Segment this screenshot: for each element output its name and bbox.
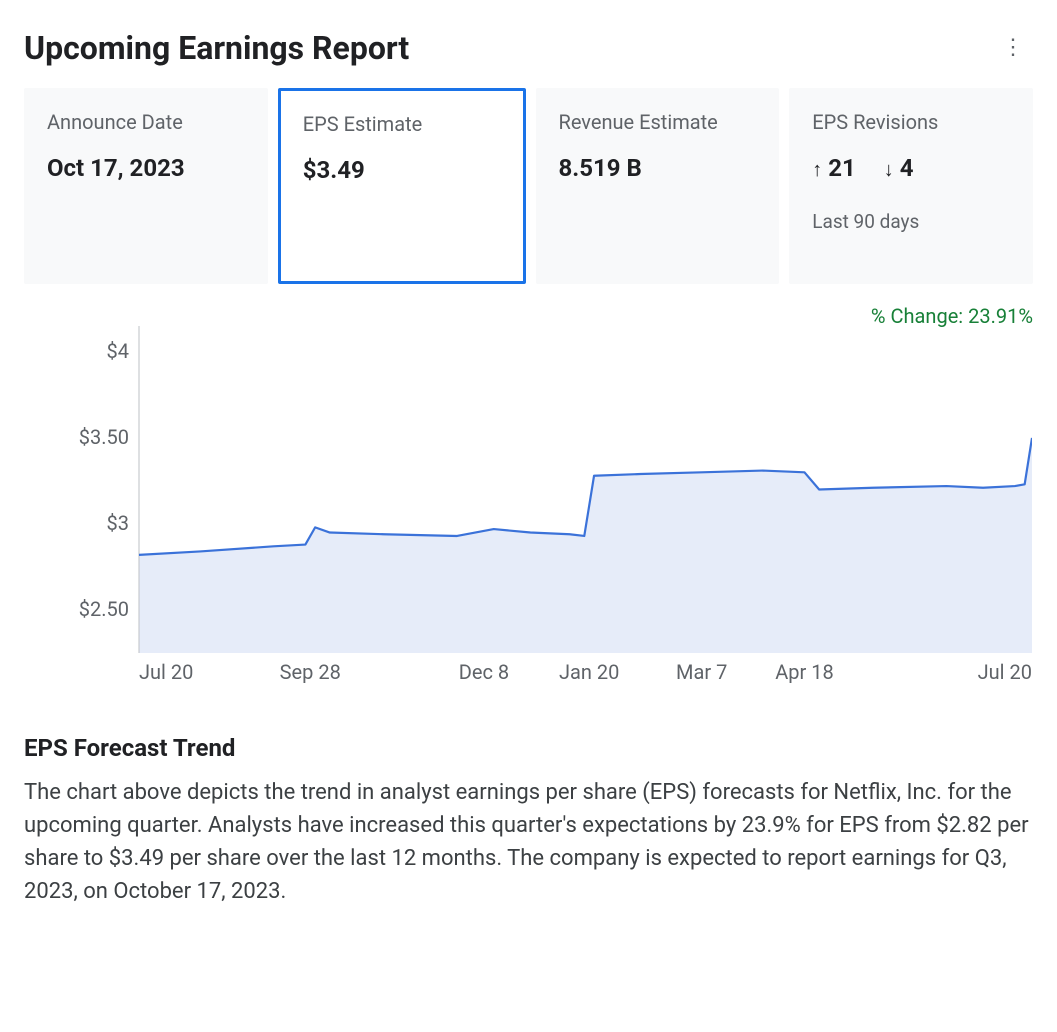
summary-cards: Announce Date Oct 17, 2023 EPS Estimate … [24, 88, 1033, 284]
svg-text:$2.50: $2.50 [79, 597, 129, 621]
more-vert-icon: ⋮ [1002, 37, 1024, 59]
pct-change-label: % Change: 23.91% [871, 304, 1033, 328]
svg-text:Sep 28: Sep 28 [280, 660, 341, 684]
card-value: 8.519 B [559, 154, 757, 182]
revisions-up: ↑ 21 [812, 154, 856, 182]
revisions-values: ↑ 21 ↓ 4 [812, 154, 1010, 182]
pct-change-prefix: % Change: [871, 304, 968, 328]
card-value: $3.49 [303, 156, 501, 184]
svg-text:Dec 8: Dec 8 [459, 660, 509, 684]
card-label: EPS Estimate [303, 111, 501, 138]
revisions-down-count: 4 [900, 154, 914, 182]
card-announce-date[interactable]: Announce Date Oct 17, 2023 [24, 88, 268, 284]
revisions-up-count: 21 [828, 154, 856, 182]
svg-text:$3.50: $3.50 [79, 425, 129, 449]
card-eps-estimate[interactable]: EPS Estimate $3.49 [278, 88, 526, 284]
svg-text:Jan 20: Jan 20 [559, 660, 619, 684]
card-eps-revisions[interactable]: EPS Revisions ↑ 21 ↓ 4 Last 90 days [789, 88, 1033, 284]
card-value: Oct 17, 2023 [47, 154, 245, 182]
svg-text:$4: $4 [107, 339, 129, 363]
svg-text:$3: $3 [107, 511, 129, 535]
card-revenue-estimate[interactable]: Revenue Estimate 8.519 B [536, 88, 780, 284]
arrow-up-icon: ↑ [812, 157, 822, 182]
svg-text:Mar 7: Mar 7 [676, 660, 727, 684]
card-label: Revenue Estimate [559, 109, 757, 136]
chart-svg: $4 $3.50 $3 $2.50 Jul 20 Sep 28 Dec 8 Jan 20 Mar… [24, 308, 1032, 698]
revisions-sublabel: Last 90 days [812, 210, 1010, 233]
svg-text:Jul 20: Jul 20 [978, 660, 1032, 684]
eps-forecast-chart: % Change: 23.91% $4$3.50$3$2.50Jul 20Sep… [24, 308, 1033, 698]
pct-change-value: 23.91% [968, 304, 1033, 328]
page-title: Upcoming Earnings Report [24, 29, 409, 67]
arrow-down-icon: ↓ [884, 157, 894, 182]
card-label: Announce Date [47, 109, 245, 136]
svg-text:Jul 20: Jul 20 [139, 660, 193, 684]
section-title: EPS Forecast Trend [24, 734, 1033, 762]
svg-text:Apr 18: Apr 18 [775, 660, 834, 684]
section-body: The chart above depicts the trend in ana… [24, 776, 1033, 908]
more-options-button[interactable]: ⋮ [993, 28, 1033, 68]
revisions-down: ↓ 4 [884, 154, 914, 182]
card-label: EPS Revisions [812, 109, 1010, 136]
